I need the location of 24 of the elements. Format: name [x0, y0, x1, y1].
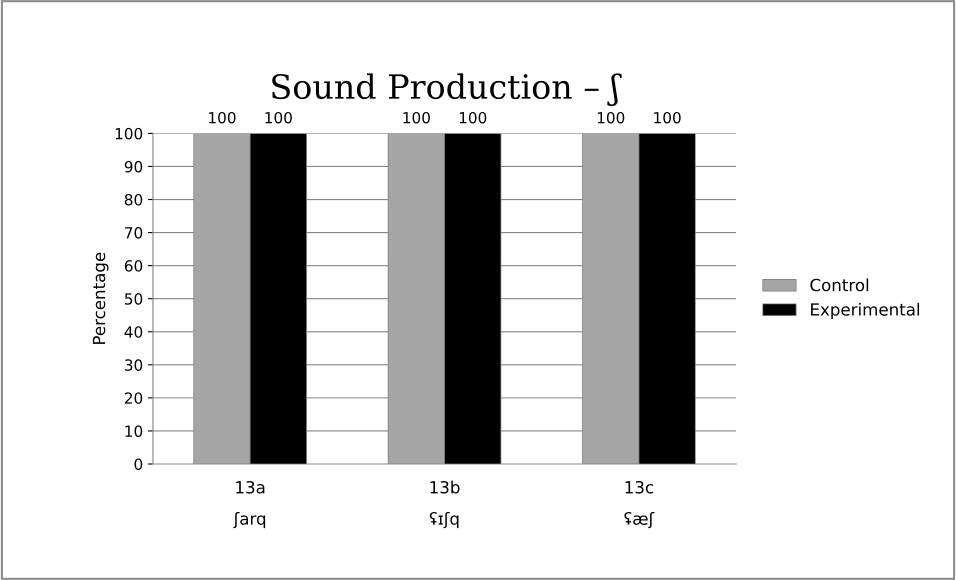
- data-label: 100: [598, 112, 624, 124]
- y-tick-label: 0: [134, 458, 142, 470]
- data-label: 100: [654, 112, 681, 124]
- data-label: 100: [403, 112, 430, 124]
- x-tick-label: 13a ʃarq: [233, 480, 266, 528]
- y-tick-label: 50: [124, 293, 142, 305]
- x-tick-label: 13c ʢæʃ: [624, 480, 654, 528]
- x-tick-label: 13b ʢɪʃq: [430, 480, 460, 528]
- y-tick-label: 70: [125, 227, 142, 239]
- legend-label: Control: [810, 278, 868, 292]
- data-label: 100: [209, 112, 236, 124]
- y-tick-label: 100: [116, 128, 142, 140]
- data-label: 100: [460, 112, 486, 124]
- data-label: 100: [265, 112, 292, 124]
- y-tick-label: 10: [125, 425, 142, 437]
- y-tick-label: 80: [124, 194, 142, 206]
- y-tick-label: 40: [124, 326, 142, 338]
- y-axis-title: Percentage: [92, 252, 109, 344]
- chart-title: Sound Production – ʃ: [272, 73, 622, 106]
- y-tick-label: 90: [124, 160, 142, 172]
- y-tick-label: 30: [124, 359, 142, 371]
- legend-label: Experimental: [811, 302, 920, 319]
- y-tick-label: 60: [124, 260, 142, 272]
- y-tick-label: 20: [124, 392, 142, 404]
